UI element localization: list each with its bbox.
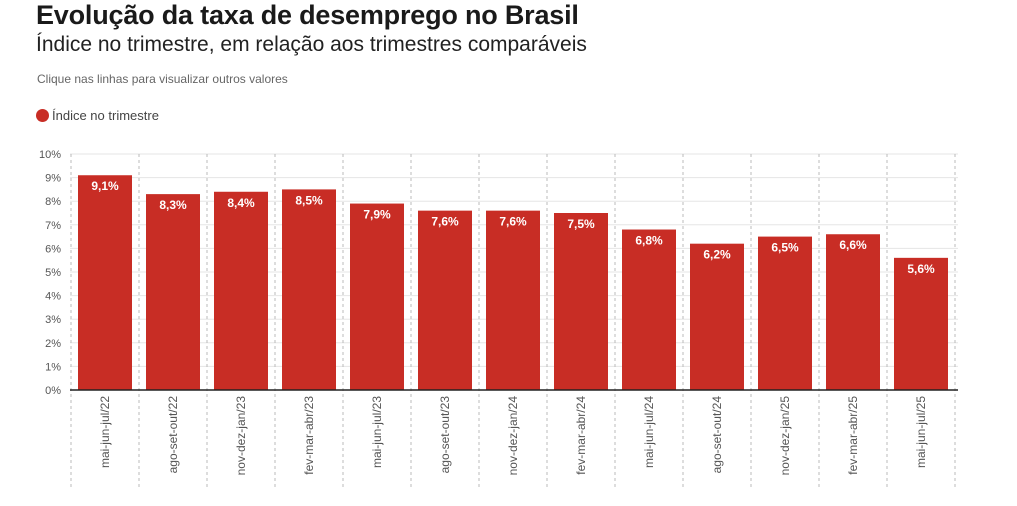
y-tick-label: 7% (45, 220, 61, 232)
legend-dot-icon (36, 109, 49, 122)
x-tick-label: mai-jun-jul/24 (642, 396, 656, 468)
chart-hint: Clique nas linhas para visualizar outros… (37, 72, 288, 86)
x-tick-label: fev-mar-abr/23 (302, 396, 316, 475)
bar-value-label: 6,8% (635, 234, 663, 248)
y-tick-label: 0% (45, 385, 61, 397)
y-tick-label: 9% (45, 173, 61, 185)
y-tick-label: 1% (45, 361, 61, 373)
bar-value-label: 6,5% (771, 241, 799, 255)
bar[interactable] (418, 210, 472, 390)
bar-value-label: 6,2% (703, 248, 731, 262)
bar-value-label: 5,6% (907, 262, 935, 276)
x-tick-label: ago-set-out/22 (166, 396, 180, 474)
bar[interactable] (78, 175, 132, 390)
y-tick-label: 2% (45, 338, 61, 350)
bar-value-label: 8,3% (159, 198, 187, 212)
x-tick-label: ago-set-out/24 (710, 396, 724, 474)
y-tick-label: 4% (45, 291, 61, 303)
bar-value-label: 6,6% (839, 238, 867, 252)
bar-value-label: 9,1% (91, 179, 119, 193)
chart-subtitle: Índice no trimestre, em relação aos trim… (36, 33, 587, 56)
x-tick-label: ago-set-out/23 (438, 396, 452, 474)
bar[interactable] (214, 191, 268, 390)
x-tick-label: nov-dez-jan/24 (506, 396, 520, 476)
bar-value-label: 8,5% (295, 193, 323, 207)
bar[interactable] (622, 229, 676, 390)
bar-value-label: 8,4% (227, 196, 255, 210)
x-tick-label: mai-jun-jul/22 (98, 396, 112, 468)
bar[interactable] (282, 189, 336, 390)
y-tick-label: 6% (45, 243, 61, 255)
bar[interactable] (350, 203, 404, 390)
y-tick-label: 8% (45, 196, 61, 208)
y-tick-label: 5% (45, 267, 61, 279)
bar[interactable] (146, 194, 200, 390)
y-tick-label: 3% (45, 314, 61, 326)
legend-item[interactable]: Índice no trimestre (36, 108, 159, 123)
bar[interactable] (758, 236, 812, 390)
bar-value-label: 7,6% (499, 215, 527, 229)
x-tick-label: nov-dez-jan/25 (778, 396, 792, 476)
y-tick-label: 10% (39, 149, 61, 161)
bar[interactable] (826, 234, 880, 390)
bar[interactable] (486, 210, 540, 390)
x-tick-label: nov-dez-jan/23 (234, 396, 248, 476)
bar-value-label: 7,6% (431, 215, 459, 229)
x-tick-label: mai-jun-jul/23 (370, 396, 384, 468)
bar[interactable] (894, 257, 948, 390)
x-tick-label: mai-jun-jul/25 (914, 396, 928, 468)
bar[interactable] (554, 213, 608, 390)
x-tick-label: fev-mar-abr/25 (846, 396, 860, 475)
x-tick-label: fev-mar-abr/24 (574, 396, 588, 475)
legend-label: Índice no trimestre (52, 108, 159, 123)
chart-title: Evolução da taxa de desemprego no Brasil (36, 0, 579, 30)
bar[interactable] (690, 243, 744, 390)
bar-value-label: 7,9% (363, 208, 391, 222)
bar-value-label: 7,5% (567, 217, 595, 231)
